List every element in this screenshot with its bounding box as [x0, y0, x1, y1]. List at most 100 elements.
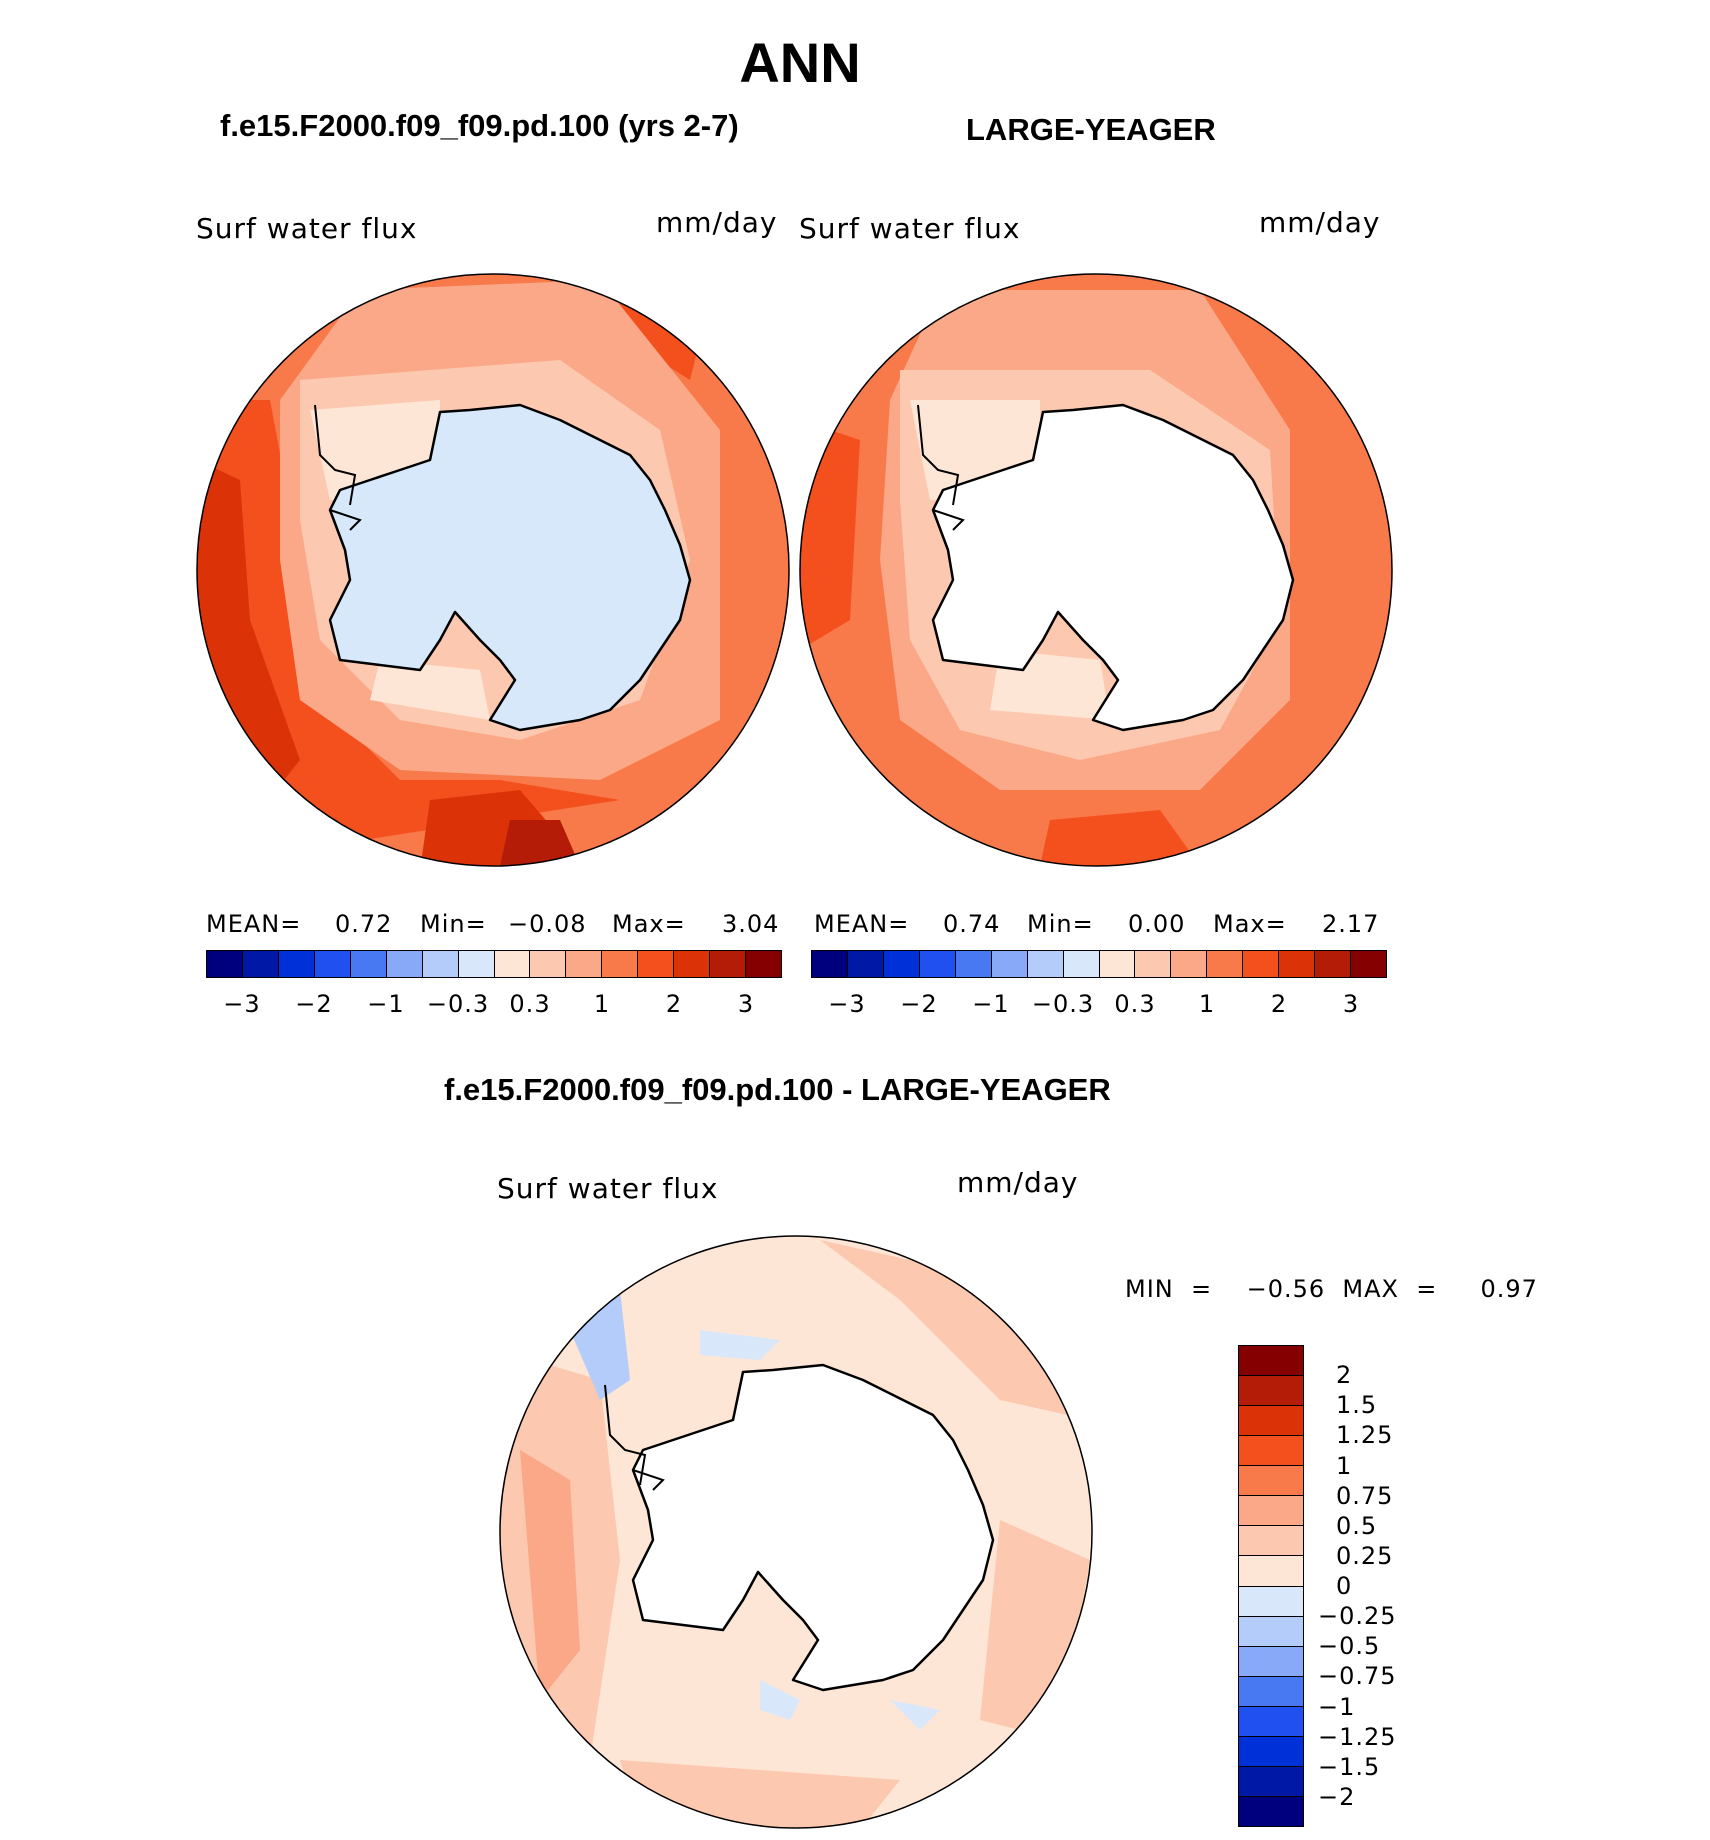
- colorbar-tick-label: −1: [1318, 1692, 1356, 1721]
- colorbar-tick-label: 2: [665, 990, 683, 1018]
- colorbar-swatch: [991, 951, 1028, 977]
- colorbar-swatch: [422, 951, 459, 977]
- colorbar-swatch: [278, 951, 315, 977]
- colorbar-swatch: [602, 951, 639, 977]
- right-max-value: 2.17: [1322, 910, 1380, 938]
- colorbar-swatch: [1239, 1406, 1303, 1437]
- colorbar-swatch: [1239, 1736, 1303, 1767]
- left-mean-label: MEAN=: [206, 910, 302, 938]
- colorbar-swatch: [1315, 951, 1352, 977]
- colorbar-tick-label: −1.5: [1318, 1752, 1381, 1781]
- colorbar-tick-label: 1: [1198, 990, 1216, 1018]
- colorbar-swatch: [812, 951, 848, 977]
- colorbar-swatch: [386, 951, 423, 977]
- colorbar-swatch: [458, 951, 495, 977]
- left-min-value: −0.08: [508, 910, 587, 938]
- right-colorbar: [811, 950, 1387, 978]
- colorbar-swatch: [207, 951, 243, 977]
- diff-minmax: MIN = −0.56 MAX = 0.97: [1125, 1275, 1538, 1303]
- colorbar-swatch: [847, 951, 884, 977]
- colorbar-tick-label: −0.3: [426, 990, 490, 1018]
- colorbar-tick-label: 1: [593, 990, 611, 1018]
- colorbar-swatch: [530, 951, 567, 977]
- diff-units-label: mm/day: [957, 1166, 1079, 1199]
- colorbar-swatch: [1099, 951, 1136, 977]
- colorbar-tick-label: 2: [1270, 990, 1288, 1018]
- colorbar-swatch: [566, 951, 603, 977]
- colorbar-tick-label: 2: [1336, 1361, 1353, 1390]
- colorbar-swatch: [710, 951, 747, 977]
- right-min-label: Min=: [1027, 910, 1094, 938]
- colorbar-tick-label: 1.25: [1336, 1421, 1394, 1450]
- colorbar-tick-label: 0.25: [1336, 1541, 1394, 1570]
- colorbar-swatch: [1351, 951, 1386, 977]
- colorbar-swatch: [1239, 1706, 1303, 1737]
- colorbar-swatch: [1239, 1676, 1303, 1707]
- left-max-value: 3.04: [722, 910, 780, 938]
- left-map: [197, 274, 789, 866]
- colorbar-swatch: [242, 951, 279, 977]
- colorbar-tick-label: −1.25: [1318, 1722, 1397, 1751]
- left-min-label: Min=: [420, 910, 487, 938]
- colorbar-swatch: [1239, 1796, 1303, 1826]
- right-units-label: mm/day: [1259, 206, 1381, 239]
- colorbar-swatch: [1279, 951, 1316, 977]
- colorbar-swatch: [1239, 1436, 1303, 1467]
- left-case-title: f.e15.F2000.f09_f09.pd.100 (yrs 2-7): [220, 108, 739, 143]
- colorbar-swatch: [883, 951, 920, 977]
- left-mean-value: 0.72: [335, 910, 393, 938]
- colorbar-tick-label: −3: [223, 990, 261, 1018]
- colorbar-swatch: [1063, 951, 1100, 977]
- colorbar-tick-label: −2: [295, 990, 333, 1018]
- colorbar-swatch: [674, 951, 711, 977]
- colorbar-tick-label: 3: [737, 990, 755, 1018]
- colorbar-tick-label: −2: [1318, 1782, 1356, 1811]
- diff-map: [500, 1236, 1092, 1828]
- colorbar-tick-label: 0.5: [1336, 1511, 1378, 1540]
- colorbar-tick-label: −0.5: [1318, 1632, 1381, 1661]
- colorbar-swatch: [1239, 1376, 1303, 1407]
- colorbar-tick-label: 0: [1336, 1572, 1353, 1600]
- right-map: [800, 274, 1392, 866]
- colorbar-tick-label: −3: [828, 990, 866, 1018]
- colorbar-swatch: [638, 951, 675, 977]
- main-title: ANN: [739, 31, 861, 94]
- colorbar-swatch: [1207, 951, 1244, 977]
- colorbar-swatch: [1239, 1586, 1303, 1617]
- colorbar-swatch: [1135, 951, 1172, 977]
- colorbar-swatch: [1171, 951, 1208, 977]
- colorbar-swatch: [1239, 1766, 1303, 1797]
- colorbar-swatch: [1027, 951, 1064, 977]
- colorbar-tick-label: −2: [900, 990, 938, 1018]
- diff-variable-label: Surf water flux: [497, 1172, 719, 1205]
- colorbar-swatch: [1239, 1496, 1303, 1527]
- right-variable-label: Surf water flux: [799, 212, 1021, 245]
- colorbar-tick-label: −1: [972, 990, 1010, 1018]
- colorbar-swatch: [1239, 1346, 1303, 1377]
- colorbar-tick-label: −0.25: [1318, 1602, 1397, 1631]
- diff-title: f.e15.F2000.f09_f09.pd.100 - LARGE-YEAGE…: [444, 1072, 1111, 1107]
- left-variable-label: Surf water flux: [196, 212, 418, 245]
- colorbar-tick-label: −0.3: [1031, 990, 1095, 1018]
- colorbar-swatch: [314, 951, 351, 977]
- colorbar-swatch: [350, 951, 387, 977]
- colorbar-tick-label: 1.5: [1336, 1391, 1378, 1420]
- right-mean-label: MEAN=: [814, 910, 910, 938]
- colorbar-swatch: [494, 951, 531, 977]
- colorbar-swatch: [919, 951, 956, 977]
- diff-colorbar: [1238, 1345, 1304, 1827]
- colorbar-tick-label: 0.75: [1336, 1481, 1394, 1510]
- colorbar-swatch: [1239, 1466, 1303, 1497]
- colorbar-swatch: [955, 951, 992, 977]
- colorbar-tick-label: −0.75: [1318, 1662, 1397, 1691]
- colorbar-swatch: [1239, 1526, 1303, 1557]
- colorbar-swatch: [1239, 1616, 1303, 1647]
- left-units-label: mm/day: [656, 206, 778, 239]
- colorbar-swatch: [746, 951, 781, 977]
- colorbar-tick-label: 3: [1342, 990, 1360, 1018]
- colorbar-swatch: [1243, 951, 1280, 977]
- colorbar-tick-label: −1: [367, 990, 405, 1018]
- left-colorbar: [206, 950, 782, 978]
- colorbar-swatch: [1239, 1646, 1303, 1677]
